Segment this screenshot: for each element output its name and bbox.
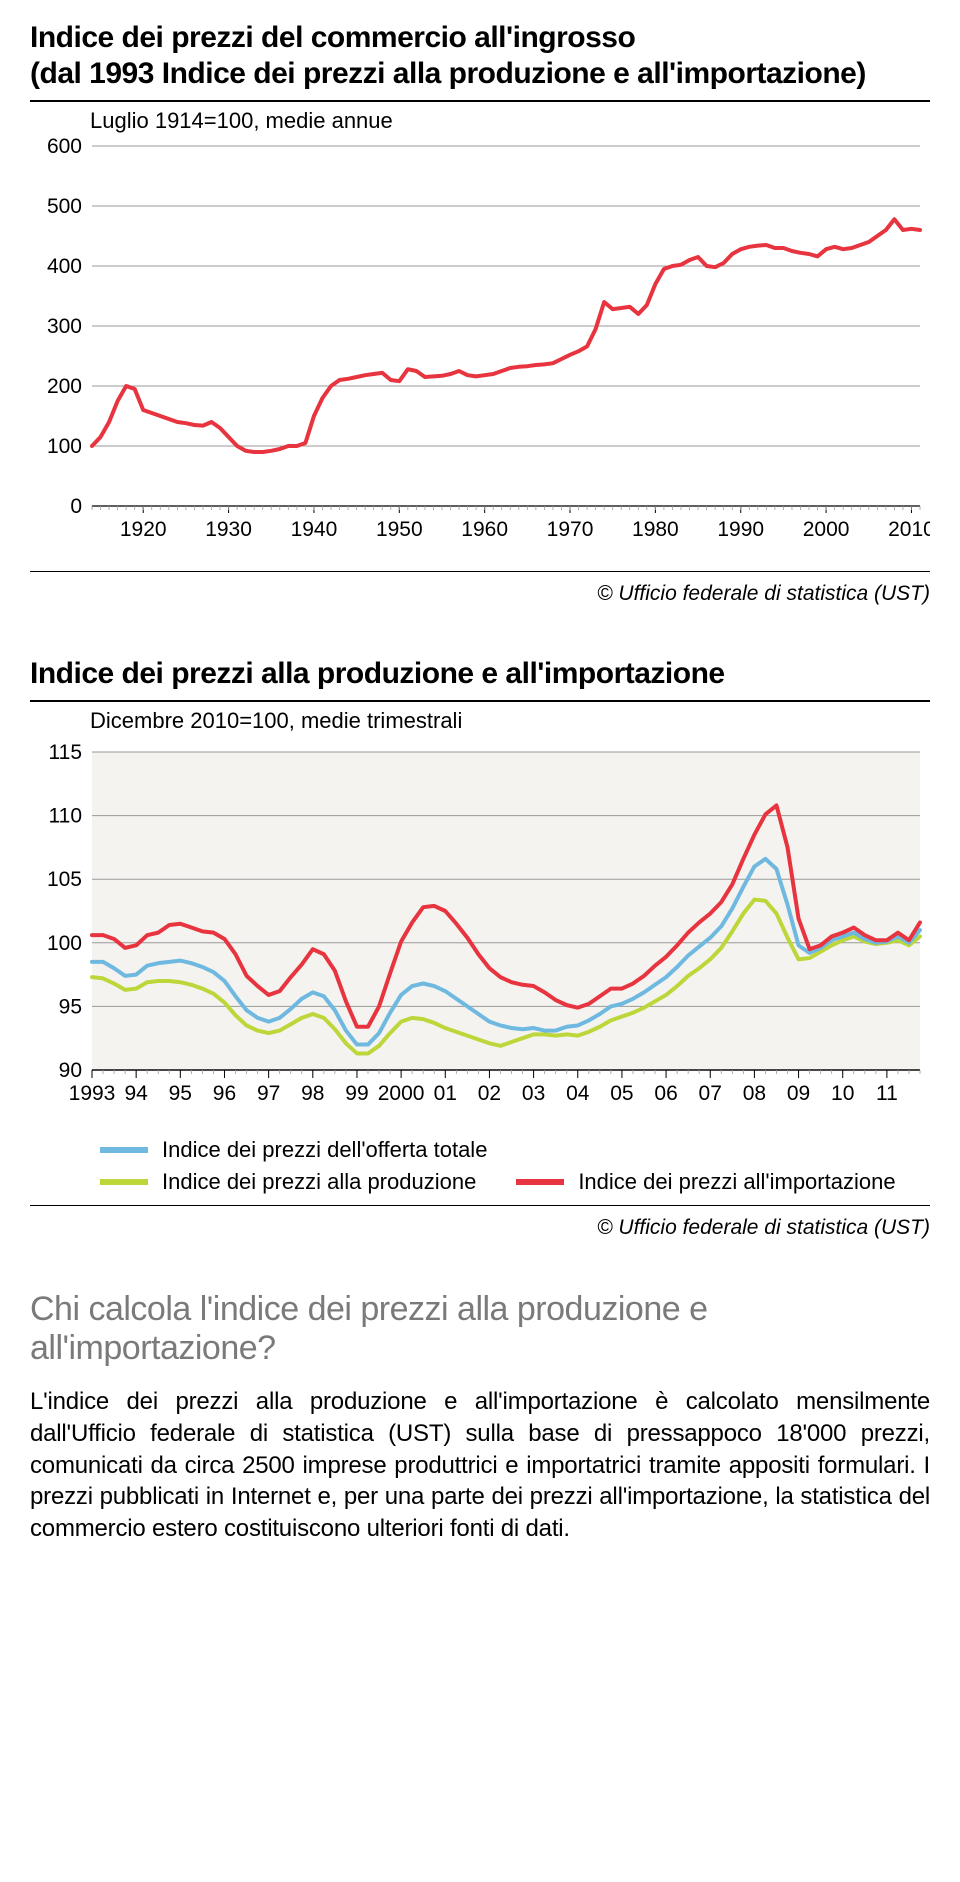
legend-label-totale: Indice dei prezzi dell'offerta totale (162, 1137, 487, 1163)
svg-text:99: 99 (345, 1082, 368, 1105)
svg-text:1993: 1993 (69, 1082, 116, 1105)
svg-text:1970: 1970 (547, 518, 594, 541)
chart1-rule-bottom (30, 571, 930, 572)
swatch-totale (100, 1147, 148, 1153)
svg-text:500: 500 (47, 195, 82, 218)
chart2-legend: Indice dei prezzi dell'offerta totale In… (100, 1137, 930, 1195)
chart1-title-line2: (dal 1993 Indice dei prezzi alla produzi… (30, 57, 866, 90)
svg-text:07: 07 (699, 1082, 722, 1105)
svg-text:1980: 1980 (632, 518, 679, 541)
svg-text:600: 600 (47, 136, 82, 158)
svg-text:96: 96 (213, 1082, 236, 1105)
chart2-svg: 90 95 100 105 110 115 1993 94 95 96 97 98 99 2000 01 02… (30, 736, 930, 1116)
svg-text:400: 400 (47, 255, 82, 278)
svg-text:09: 09 (787, 1082, 810, 1105)
swatch-produzione (100, 1179, 148, 1185)
svg-text:100: 100 (47, 932, 82, 955)
svg-text:95: 95 (59, 995, 82, 1018)
svg-text:100: 100 (47, 435, 82, 458)
section-heading: Chi calcola l'indice dei prezzi alla pro… (30, 1290, 930, 1368)
svg-text:08: 08 (743, 1082, 766, 1105)
svg-text:02: 02 (478, 1082, 501, 1105)
chart1-subnote: Luglio 1914=100, medie annue (90, 108, 930, 134)
chart1-frame: 0 100 200 300 400 500 600 1920 1930 1940 1950 1960 1… (30, 136, 930, 561)
svg-text:105: 105 (47, 868, 82, 891)
legend-item-produzione: Indice dei prezzi alla produzione (100, 1169, 476, 1195)
svg-text:1920: 1920 (120, 518, 167, 541)
svg-text:95: 95 (169, 1082, 192, 1105)
chart2-rule-top (30, 700, 930, 702)
svg-text:11: 11 (876, 1082, 898, 1105)
svg-text:10: 10 (831, 1082, 854, 1105)
svg-text:1990: 1990 (717, 518, 764, 541)
svg-text:98: 98 (301, 1082, 324, 1105)
svg-text:06: 06 (654, 1082, 677, 1105)
svg-text:1930: 1930 (205, 518, 252, 541)
svg-text:94: 94 (124, 1082, 148, 1105)
svg-text:1950: 1950 (376, 518, 423, 541)
chart2-title: Indice dei prezzi alla produzione e all'… (30, 656, 930, 692)
svg-text:110: 110 (49, 805, 82, 828)
svg-text:90: 90 (59, 1059, 82, 1082)
chart2-credit: © Ufficio federale di statistica (UST) (30, 1216, 930, 1240)
chart1-title: Indice dei prezzi del commercio all'ingr… (30, 20, 930, 92)
wholesale-price-chart: Indice dei prezzi del commercio all'ingr… (30, 20, 930, 606)
svg-text:05: 05 (610, 1082, 633, 1105)
legend-item-importazione: Indice dei prezzi all'importazione (516, 1169, 895, 1195)
svg-text:01: 01 (434, 1082, 457, 1105)
svg-text:300: 300 (47, 315, 82, 338)
chart2-frame: 90 95 100 105 110 115 1993 94 95 96 97 98 99 2000 01 02… (30, 736, 930, 1121)
legend-item-totale: Indice dei prezzi dell'offerta totale (100, 1137, 487, 1163)
legend-label-produzione: Indice dei prezzi alla produzione (162, 1169, 476, 1195)
chart2-rule-bottom (30, 1205, 930, 1206)
chart1-credit: © Ufficio federale di statistica (UST) (30, 582, 930, 606)
svg-text:03: 03 (522, 1082, 545, 1105)
body-paragraph: L'indice dei prezzi alla produzione e al… (30, 1386, 930, 1544)
chart2-subnote: Dicembre 2010=100, medie trimestrali (90, 708, 930, 734)
svg-text:97: 97 (257, 1082, 280, 1105)
chart1-svg: 0 100 200 300 400 500 600 1920 1930 1940 1950 1960 1… (30, 136, 930, 556)
chart1-rule-top (30, 100, 930, 102)
svg-text:1940: 1940 (291, 518, 338, 541)
chart1-title-line1: Indice dei prezzi del commercio all'ingr… (30, 21, 635, 54)
svg-text:2000: 2000 (378, 1082, 425, 1105)
svg-text:04: 04 (566, 1082, 590, 1105)
svg-text:2000: 2000 (803, 518, 850, 541)
svg-text:2010: 2010 (888, 518, 930, 541)
svg-text:115: 115 (49, 741, 82, 764)
svg-text:1960: 1960 (461, 518, 508, 541)
production-import-price-chart: Indice dei prezzi alla produzione e all'… (30, 656, 930, 1240)
swatch-importazione (516, 1179, 564, 1185)
svg-text:0: 0 (70, 495, 82, 518)
legend-label-importazione: Indice dei prezzi all'importazione (578, 1169, 895, 1195)
svg-text:200: 200 (47, 375, 82, 398)
